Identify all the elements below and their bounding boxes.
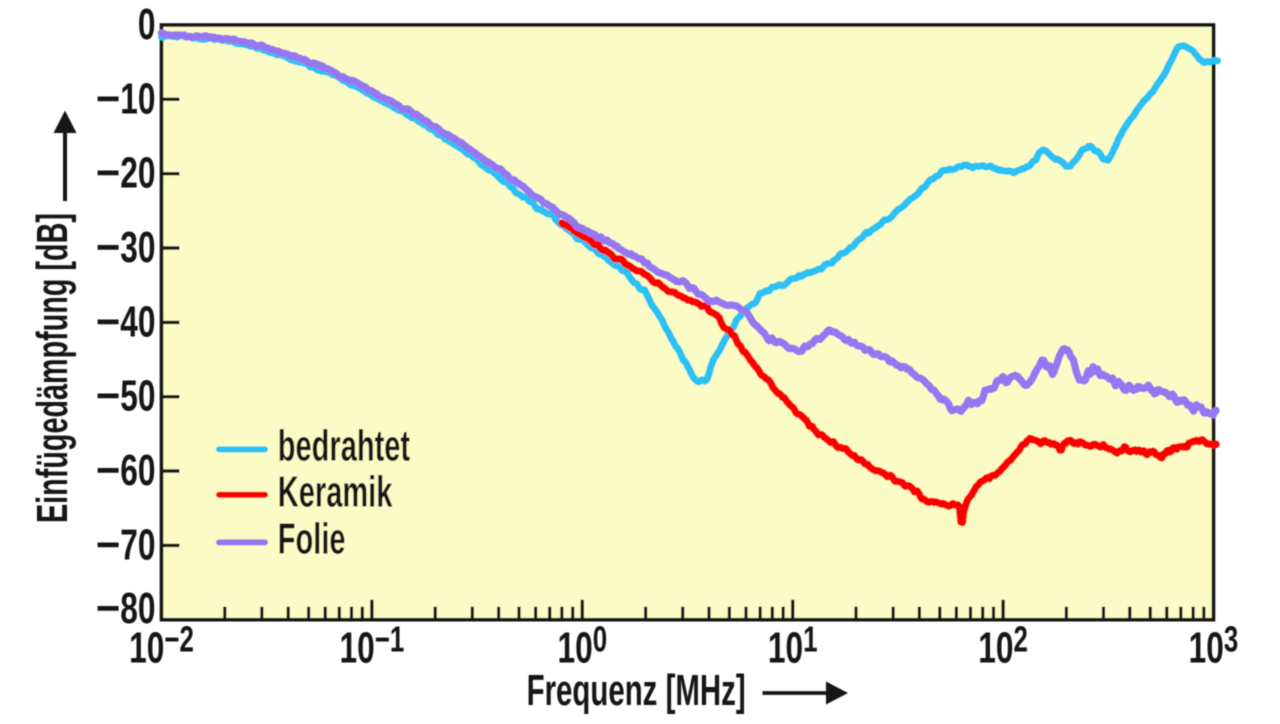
svg-text:10−2: 10−2: [129, 619, 194, 672]
svg-text:Einfügedämpfung [dB]: Einfügedämpfung [dB]: [27, 213, 77, 523]
svg-text:−30: −30: [96, 223, 156, 272]
svg-text:−10: −10: [96, 74, 156, 123]
svg-text:bedrahtet: bedrahtet: [278, 420, 410, 470]
svg-text:−70: −70: [96, 520, 156, 569]
svg-text:−80: −80: [96, 584, 156, 633]
svg-text:0: 0: [138, 0, 156, 49]
svg-text:102: 102: [978, 619, 1028, 672]
svg-text:−20: −20: [96, 149, 156, 198]
svg-text:Folie: Folie: [278, 513, 346, 563]
svg-text:Frequenz [MHz]: Frequenz [MHz]: [527, 665, 746, 714]
svg-text:−60: −60: [96, 446, 156, 495]
svg-text:Keramik: Keramik: [278, 466, 393, 516]
svg-text:−40: −40: [96, 297, 156, 346]
svg-text:−50: −50: [96, 372, 156, 421]
